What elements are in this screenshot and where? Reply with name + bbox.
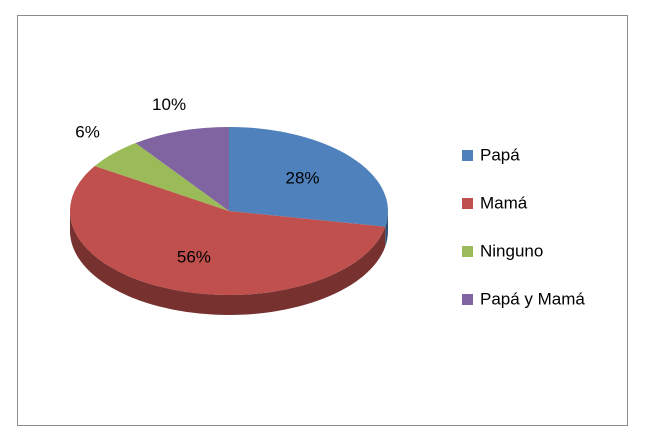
pie-slice bbox=[229, 127, 388, 227]
pie-slice bbox=[69, 165, 386, 295]
data-label: 56% bbox=[177, 247, 211, 266]
legend-label: Papá y Mamá bbox=[480, 289, 585, 308]
legend-label: Papá bbox=[480, 145, 520, 164]
legend-swatch bbox=[462, 150, 473, 161]
legend-swatch bbox=[462, 294, 473, 305]
pie-side bbox=[70, 211, 386, 316]
legend-label: Mamá bbox=[480, 193, 528, 212]
legend-swatch bbox=[462, 246, 473, 257]
pie-slice bbox=[94, 143, 229, 211]
legend-label: Ninguno bbox=[480, 241, 543, 260]
data-label: 10% bbox=[152, 95, 186, 114]
pie-slice bbox=[135, 127, 229, 211]
data-label: 28% bbox=[285, 168, 319, 187]
pie-side bbox=[385, 211, 388, 247]
legend-swatch bbox=[462, 198, 473, 209]
data-label: 6% bbox=[75, 122, 100, 141]
